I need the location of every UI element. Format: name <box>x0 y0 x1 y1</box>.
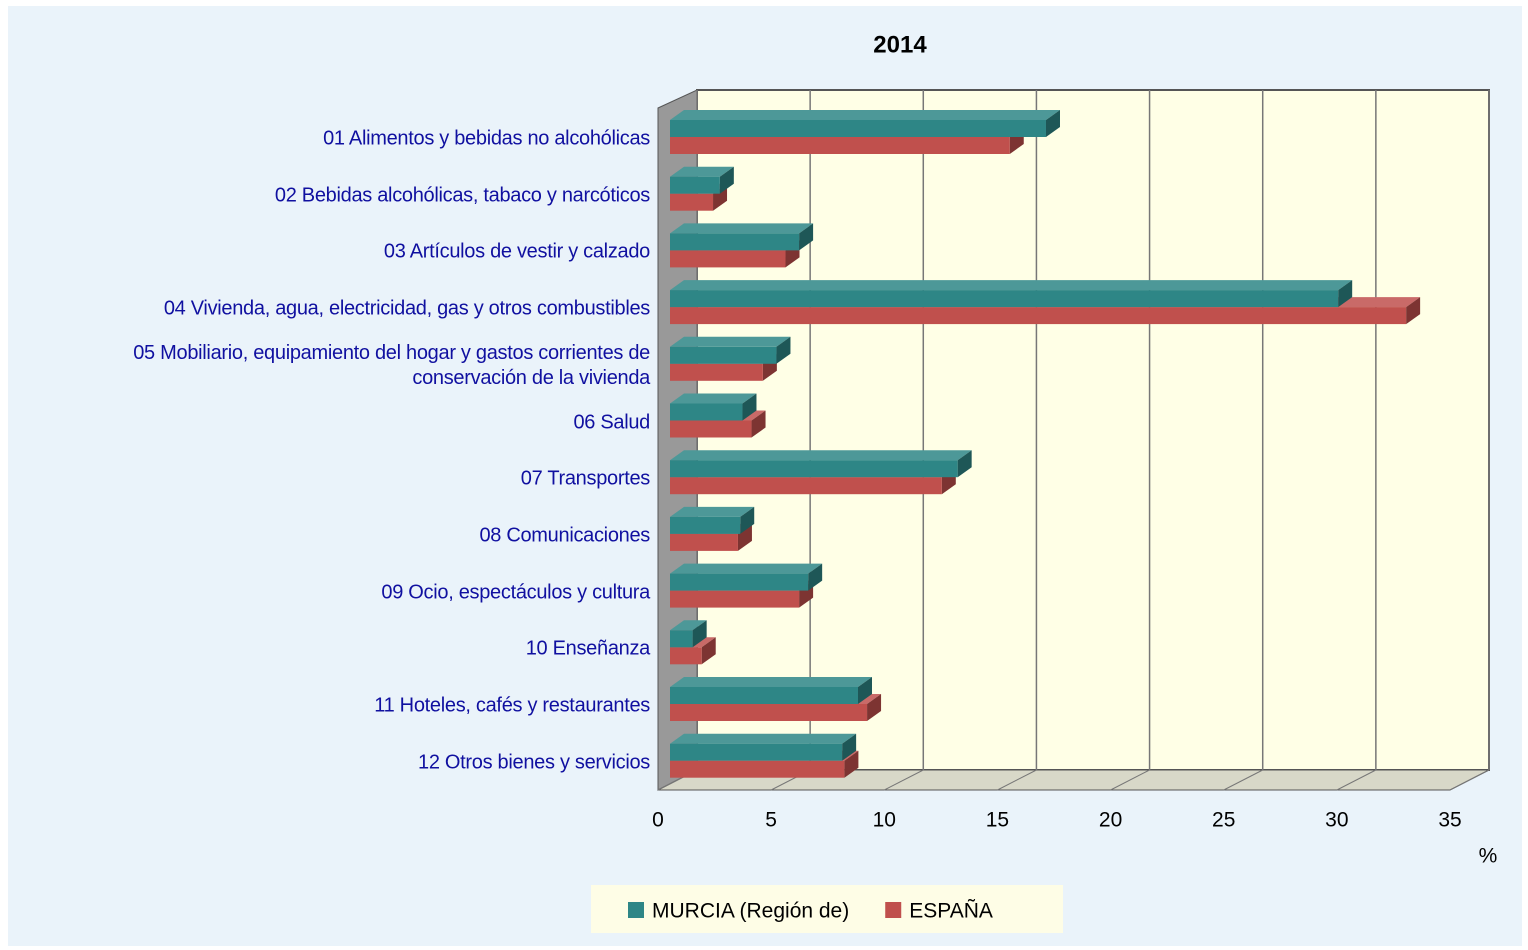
bar <box>670 687 858 704</box>
bar-side <box>842 733 857 761</box>
bar-side <box>701 637 716 665</box>
x-tick-label: 20 <box>1099 809 1122 832</box>
bar-top <box>670 280 1353 291</box>
legend-swatch <box>628 902 644 918</box>
x-tick-label: 5 <box>765 809 777 832</box>
x-tick-label: 15 <box>986 809 1009 832</box>
bar-top <box>670 110 1060 120</box>
y-tick-label: 09 Ocio, espectáculos y cultura <box>381 581 650 604</box>
bar-side <box>857 677 872 704</box>
legend-swatch <box>885 902 902 918</box>
bar-side <box>808 563 823 591</box>
bar-side <box>737 523 752 551</box>
floor-grid-line <box>997 769 1037 791</box>
bar <box>670 460 958 478</box>
y-tick-label: 01 Alimentos y bebidas no alcohólicas <box>323 127 650 150</box>
y-tick-label: 11 Hoteles, cafés y restaurantes <box>374 694 650 717</box>
bar-side <box>742 393 757 421</box>
floor-grid-line <box>1110 769 1150 791</box>
bar <box>670 363 763 381</box>
bar <box>670 403 743 421</box>
y-tick-label: 08 Comunicaciones <box>479 524 650 547</box>
floor-grid-line <box>1336 769 1377 791</box>
bar <box>670 630 693 648</box>
y-tick-label: 12 Otros bienes y servicios <box>418 751 650 774</box>
bar <box>670 250 786 268</box>
bar <box>670 290 1339 308</box>
bar-top <box>670 166 734 177</box>
bar <box>670 233 800 251</box>
bar <box>670 420 752 438</box>
bar <box>670 590 800 608</box>
bar <box>670 573 809 591</box>
bar <box>670 477 942 495</box>
y-tick-label: 07 Transportes <box>520 467 651 490</box>
x-tick-label: 30 <box>1325 809 1348 832</box>
chart-title: 2014 <box>873 31 927 58</box>
bar-side <box>844 750 859 778</box>
bar <box>670 193 714 211</box>
bar-top <box>670 393 757 404</box>
bar-side <box>1406 297 1421 325</box>
x-tick-label: 25 <box>1212 809 1235 832</box>
bar <box>670 176 720 194</box>
x-tick-label: 10 <box>873 809 896 832</box>
bar <box>670 516 741 534</box>
legend-label: ESPAÑA <box>909 899 993 923</box>
x-axis-label: % <box>1479 845 1498 868</box>
y-tick-label: 05 Mobiliario, equipamiento del hogar y … <box>133 341 650 389</box>
bar <box>670 743 843 761</box>
bar-side <box>867 694 882 721</box>
x-tick-label: 0 <box>652 809 664 832</box>
y-tick-label: 10 Enseñanza <box>525 637 651 660</box>
bar-top <box>670 733 857 744</box>
bar <box>670 137 1010 154</box>
y-tick-label: 04 Vivienda, agua, electricidad, gas y o… <box>163 297 650 320</box>
back-wall <box>696 89 1490 771</box>
floor-grid-line <box>1223 769 1263 791</box>
bar <box>670 120 1046 137</box>
bar-side <box>957 450 972 478</box>
bar-top <box>670 506 755 517</box>
legend-label: MURCIA (Región de) <box>652 900 849 923</box>
bar-side <box>776 336 791 364</box>
bar-top <box>670 336 791 347</box>
bar-top <box>670 620 707 631</box>
y-tick-label: 03 Artículos de vestir y calzado <box>383 240 650 263</box>
legend-box <box>591 885 1063 933</box>
x-tick-label: 35 <box>1438 809 1461 832</box>
bar <box>670 704 868 721</box>
bar-side <box>1045 110 1060 137</box>
floor-grid-line <box>1449 769 1490 791</box>
y-tick-label: 06 Salud <box>573 411 650 433</box>
bar-top <box>670 677 872 687</box>
y-tick-label: 02 Bebidas alcohólicas, tabaco y narcóti… <box>274 184 650 207</box>
bar-top <box>670 563 823 574</box>
bar-top <box>670 223 814 234</box>
bar-side <box>799 223 814 251</box>
bar <box>670 307 1407 325</box>
bar-side <box>719 166 734 194</box>
bar-side <box>740 506 755 534</box>
bar <box>670 346 777 364</box>
floor-grid-line <box>884 769 924 791</box>
bar <box>670 760 845 778</box>
bar-side <box>751 410 766 438</box>
bar <box>670 647 702 665</box>
bar <box>670 533 738 551</box>
bar-side <box>1338 280 1353 308</box>
bar-side <box>692 620 707 648</box>
bar-top <box>670 450 972 461</box>
